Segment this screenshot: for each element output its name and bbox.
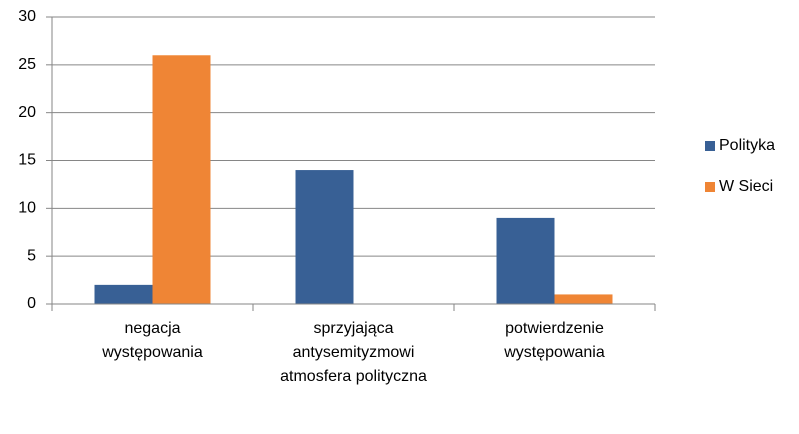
legend-label: Polityka <box>719 137 775 154</box>
y-tick-label: 15 <box>18 152 36 169</box>
bar <box>554 294 613 304</box>
x-tick-label: negacja występowania <box>102 320 203 361</box>
y-tick-label: 10 <box>18 200 36 217</box>
y-tick-label: 20 <box>18 104 36 121</box>
bar <box>295 170 354 304</box>
y-tick-label: 25 <box>18 56 36 73</box>
y-tick-label: 0 <box>27 295 36 312</box>
legend-swatch <box>705 141 715 151</box>
bar <box>94 284 153 304</box>
legend-label: W Sieci <box>719 178 773 195</box>
y-tick-label: 30 <box>18 8 36 25</box>
x-tick-label: sprzyjająca antysemityzmowi atmosfera po… <box>280 320 427 385</box>
bar <box>152 55 211 305</box>
y-tick-label: 5 <box>27 247 36 264</box>
bar <box>496 217 555 304</box>
legend-swatch <box>705 182 715 192</box>
x-tick-label: potwierdzenie występowania <box>504 320 605 361</box>
